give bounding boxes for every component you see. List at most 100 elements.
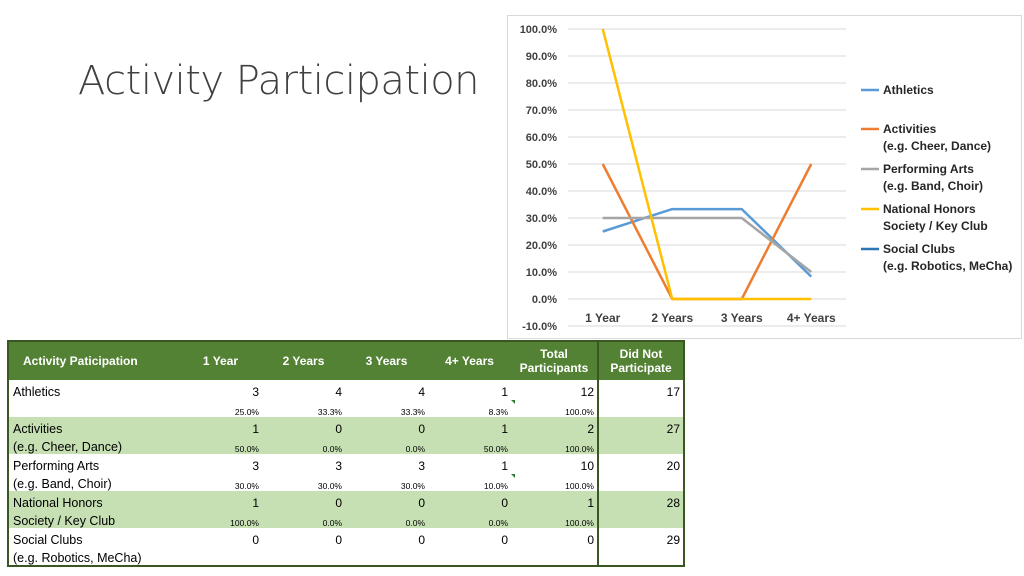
y-tick-label: 70.0% <box>526 105 557 117</box>
participation-table: Activity Paticipation 1 Year 2 Years 3 Y… <box>7 340 685 567</box>
table-row: Social Clubs 0 0 0 0 0 29 <box>7 528 685 547</box>
y-tick-label: -10.0% <box>522 321 557 333</box>
header-did-not-participate: Did Not Participate <box>598 340 685 380</box>
row-label: Social Clubs <box>7 528 179 547</box>
legend-label: (e.g. Cheer, Dance) <box>883 139 991 153</box>
did-not-cell: 28 <box>598 491 685 510</box>
count-cell: 1 <box>501 385 508 399</box>
count-cell: 3 <box>335 459 342 473</box>
table-row: National Honors 1 0 0 0 1 28 <box>7 491 685 510</box>
row-label: National Honors <box>7 491 179 510</box>
header-1-year: 1 Year <box>179 340 262 380</box>
row-label-sub: (e.g. Robotics, MeCha) <box>7 547 179 567</box>
header-activity: Activity Paticipation <box>7 340 179 380</box>
series-line <box>601 163 813 301</box>
count-cell: 0 <box>262 417 345 436</box>
row-label-sub <box>7 399 179 417</box>
pct-total-cell: 100.0% <box>511 510 599 528</box>
series-line <box>602 216 813 273</box>
series-line <box>601 28 812 301</box>
count-cell: 1 <box>428 417 511 436</box>
total-cell: 10 <box>511 454 599 473</box>
total-cell: 12 <box>511 380 599 399</box>
count-cell: 1 <box>179 491 262 510</box>
row-label-sub: (e.g. Band, Choir) <box>7 473 179 491</box>
x-tick-label: 4+ Years <box>787 311 836 325</box>
pct-cell: 25.0% <box>234 407 259 417</box>
y-tick-label: 30.0% <box>526 213 557 225</box>
pct-cell <box>428 547 511 567</box>
count-cell: 0 <box>345 417 428 436</box>
header-3-years: 3 Years <box>345 340 428 380</box>
count-cell: 0 <box>252 533 259 547</box>
pct-cell: 0.0% <box>428 510 515 528</box>
header-4-years: 4+ Years <box>428 340 511 380</box>
pct-cell: 50.0% <box>428 436 515 454</box>
legend-label: National Honors <box>883 202 976 216</box>
y-tick-label: 80.0% <box>526 78 557 90</box>
count-cell: 1 <box>501 459 508 473</box>
header-didnot-line1: Did Not <box>619 347 663 361</box>
legend-label: Social Clubs <box>883 242 955 256</box>
empty-cell <box>598 399 685 417</box>
pct-cell: 50.0% <box>179 436 262 454</box>
table-row: Performing Arts 3 3 3 1 10 20 <box>7 454 685 473</box>
y-tick-label: 100.0% <box>520 24 558 36</box>
series-line <box>602 207 813 278</box>
pct-cell <box>345 547 428 567</box>
table-row-pct: Society / Key Club 100.0% 0.0% 0.0% 0.0%… <box>7 510 685 528</box>
y-tick-label: 40.0% <box>526 186 557 198</box>
table-row-pct: (e.g. Band, Choir) 30.0% 30.0% 30.0% 10.… <box>7 473 685 491</box>
pct-total-cell: 100.0% <box>511 473 599 491</box>
count-cell: 0 <box>345 491 428 510</box>
row-label: Activities <box>7 417 179 436</box>
row-label: Athletics <box>7 380 179 399</box>
pct-cell: 33.3% <box>317 407 342 417</box>
count-cell: 0 <box>418 533 425 547</box>
count-cell: 3 <box>252 459 259 473</box>
header-2-years: 2 Years <box>262 340 345 380</box>
legend-label: Activities <box>883 122 937 136</box>
did-not-cell: 27 <box>598 417 685 436</box>
x-tick-label: 3 Years <box>721 311 763 325</box>
y-tick-label: 60.0% <box>526 132 557 144</box>
line-chart-svg: 100.0% 90.0% 80.0% 70.0% 60.0% 50.0% 40.0% 30.0… <box>520 24 1013 333</box>
row-label: Performing Arts <box>7 454 179 473</box>
header-total-line2: Participants <box>519 361 589 375</box>
x-tick-label: 1 Year <box>585 311 620 325</box>
table-row-pct: (e.g. Cheer, Dance) 50.0% 0.0% 0.0% 50.0… <box>7 436 685 454</box>
pct-cell: 0.0% <box>345 436 428 454</box>
empty-cell <box>598 436 685 454</box>
table-row-pct: (e.g. Robotics, MeCha) <box>7 547 685 567</box>
pct-total-cell: 100.0% <box>511 436 599 454</box>
count-cell: 3 <box>418 459 425 473</box>
legend-label: Athletics <box>883 83 934 97</box>
did-not-cell: 29 <box>598 528 685 547</box>
pct-cell <box>179 547 262 567</box>
empty-cell <box>598 473 685 491</box>
empty-cell <box>598 547 685 567</box>
row-label-sub: Society / Key Club <box>7 510 179 528</box>
pct-cell: 30.0% <box>400 481 425 491</box>
count-cell: 4 <box>335 385 342 399</box>
count-cell: 0 <box>428 491 511 510</box>
y-tick-label: 90.0% <box>526 51 557 63</box>
pct-cell: 100.0% <box>179 510 262 528</box>
pct-cell: 33.3% <box>400 407 425 417</box>
header-total-participants: Total Participants <box>511 340 599 380</box>
x-tick-label: 2 Years <box>651 311 693 325</box>
legend-label: (e.g. Robotics, MeCha) <box>883 259 1012 273</box>
total-cell: 0 <box>511 528 599 547</box>
pct-cell: 10.0% <box>428 473 515 491</box>
header-didnot-line2: Participate <box>610 361 672 375</box>
line-chart: 100.0% 90.0% 80.0% 70.0% 60.0% 50.0% 40.0% 30.0… <box>507 15 1022 339</box>
pct-cell: 8.3% <box>428 399 515 417</box>
y-tick-label: 0.0% <box>532 294 557 306</box>
pct-total-cell: 100.0% <box>511 399 599 417</box>
did-not-cell: 20 <box>598 454 685 473</box>
pct-cell: 30.0% <box>317 481 342 491</box>
pct-cell <box>262 547 345 567</box>
table-row: Athletics 3 4 4 1 12 17 <box>7 380 685 399</box>
count-cell: 0 <box>335 533 342 547</box>
table-header-row: Activity Paticipation 1 Year 2 Years 3 Y… <box>7 340 685 380</box>
